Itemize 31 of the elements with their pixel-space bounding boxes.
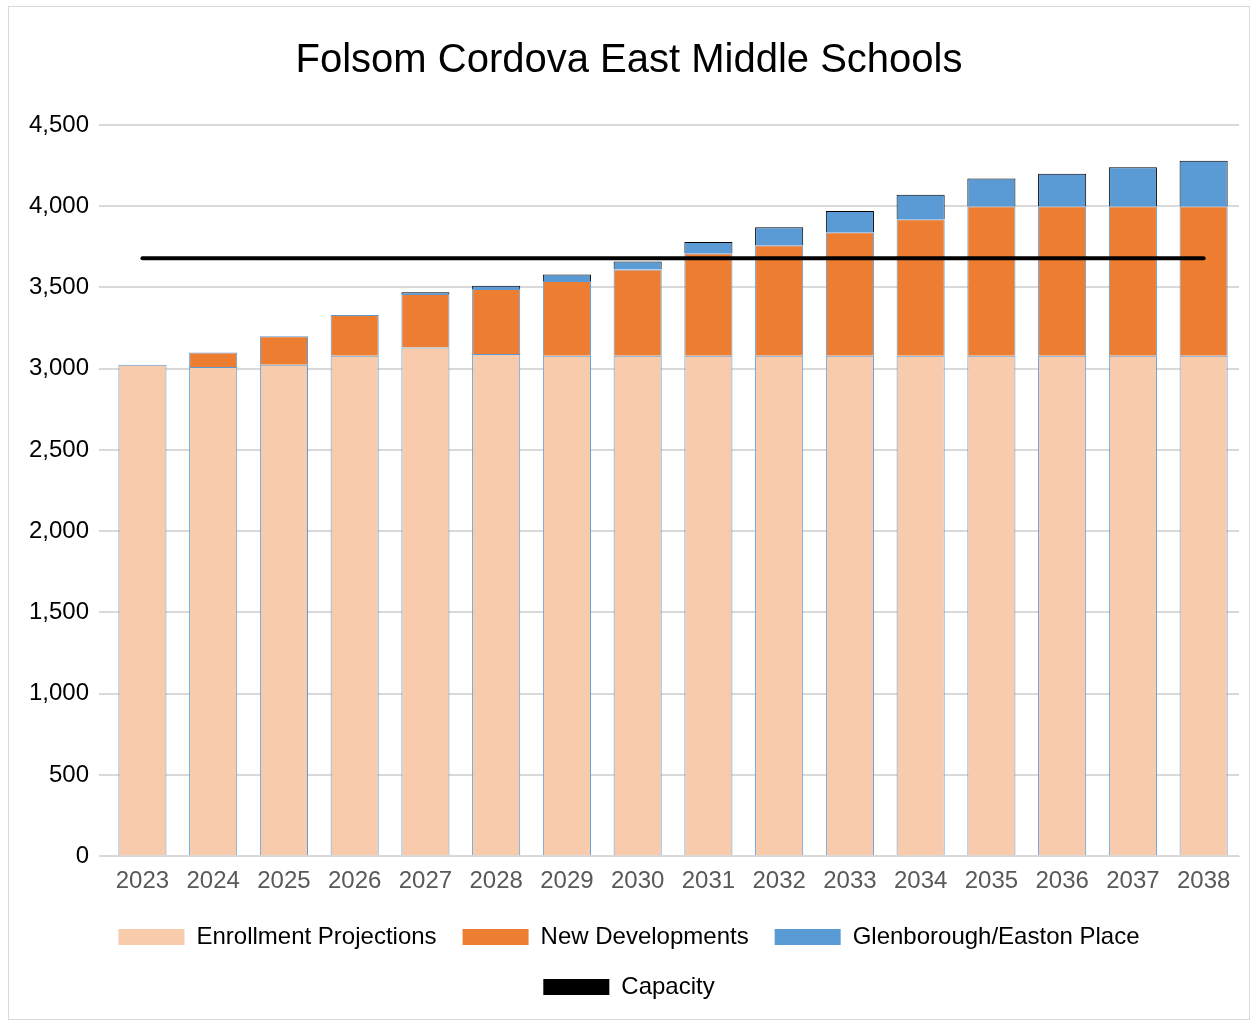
x-tick-label: 2026: [327, 866, 382, 894]
x-tick-label: 2029: [540, 866, 594, 894]
x-tick-label: 2027: [398, 866, 453, 894]
y-tick-label: 500: [49, 759, 90, 787]
x-tick-label: 2034: [893, 866, 948, 894]
x-tick-label: 2031: [681, 866, 736, 894]
chart-title: Folsom Cordova East Middle Schools: [295, 36, 963, 81]
x-tick-label: 2028: [469, 866, 523, 894]
y-tick-label: 2,000: [29, 515, 90, 543]
x-tick-label: 2024: [186, 866, 240, 894]
y-tick-label: 0: [75, 840, 90, 868]
x-tick-label: 2023: [115, 866, 170, 894]
x-tick-label: 2038: [1176, 866, 1231, 894]
y-tick-label: 2,500: [29, 434, 90, 462]
y-tick-label: 4,000: [29, 190, 90, 218]
y-tick-label: 1,000: [29, 678, 90, 706]
y-tick-label: 3,000: [29, 353, 90, 381]
x-tick-label: 2033: [823, 866, 877, 894]
y-tick-label: 1,500: [29, 597, 90, 625]
x-tick-label: 2035: [964, 866, 1019, 894]
legend-label: Glenborough/Easton Place: [852, 921, 1140, 949]
y-tick-label: 3,500: [29, 272, 90, 300]
y-tick-label: 4,500: [29, 109, 90, 137]
legend-label: Capacity: [621, 971, 715, 999]
x-tick-label: 2037: [1106, 866, 1160, 894]
x-tick-label: 2030: [610, 866, 665, 894]
legend-label: Enrollment Projections: [196, 921, 437, 949]
x-tick-label: 2025: [257, 866, 311, 894]
legend-label: New Developments: [540, 921, 749, 949]
x-tick-label: 2036: [1035, 866, 1089, 894]
x-tick-label: 2032: [752, 866, 806, 894]
